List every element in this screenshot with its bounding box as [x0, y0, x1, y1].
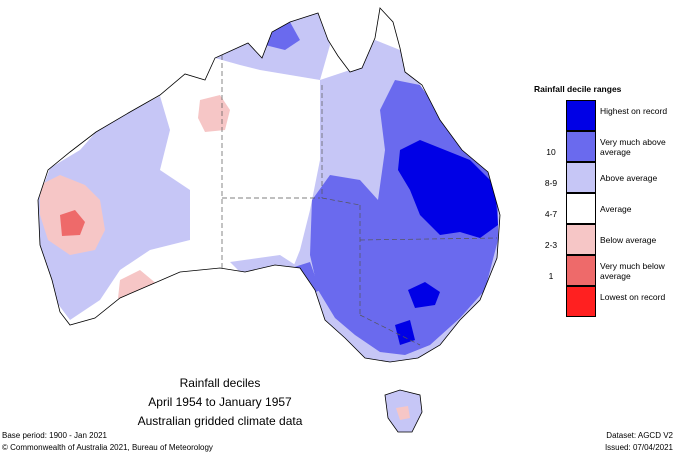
decile-label-4-7: 4-7 — [544, 209, 558, 219]
region-highest-on-record-qld — [398, 140, 498, 238]
legend-label-lowest: Lowest on record — [600, 292, 666, 302]
legend-swatch-very-much-above — [566, 131, 596, 162]
australia-rainfall-map — [37, 7, 501, 433]
legend-title: Rainfall decile ranges — [534, 84, 622, 94]
legend-label-very-much-above: Very much above average — [600, 137, 666, 157]
legend-swatch-highest — [566, 100, 596, 131]
legend-label-below: Below average — [600, 235, 657, 245]
region-above-average-west — [38, 96, 190, 320]
legend-label-average: Average — [600, 204, 632, 214]
map-caption: Rainfall deciles April 1954 to January 1… — [115, 376, 325, 429]
region-very-much-below-wa — [60, 210, 85, 236]
region-highest-on-record-vic — [395, 320, 415, 345]
legend-swatch-lowest — [566, 286, 596, 317]
legend-label-highest: Highest on record — [600, 106, 668, 116]
legend-label-above: Above average — [600, 173, 658, 183]
legend-swatch-below — [566, 224, 596, 255]
copyright-text: © Commonwealth of Australia 2021, Bureau… — [2, 443, 213, 452]
decile-label-2-3: 2-3 — [544, 240, 558, 250]
legend-swatch-average — [566, 193, 596, 224]
legend-swatch-above — [566, 162, 596, 193]
base-period-text: Base period: 1900 - Jan 2021 — [2, 431, 107, 440]
region-very-much-above-east — [310, 80, 498, 355]
region-highest-on-record-nsw — [408, 282, 440, 308]
caption-period: April 1954 to January 1957 — [148, 395, 292, 409]
decile-label-10: 10 — [546, 147, 556, 157]
caption-dataset: Australian gridded climate data — [137, 414, 303, 428]
dataset-text: Dataset: AGCD V2 — [606, 431, 673, 440]
legend-swatch-very-much-below — [566, 255, 596, 286]
legend-label-very-much-below: Very much below average — [600, 261, 665, 281]
tasmania — [384, 389, 423, 433]
state-borders — [221, 55, 498, 346]
decile-label-8-9: 8-9 — [544, 178, 558, 188]
decile-label-1: 1 — [548, 271, 554, 281]
issued-text: Issued: 07/04/2021 — [604, 443, 673, 452]
caption-title: Rainfall deciles — [179, 376, 261, 390]
